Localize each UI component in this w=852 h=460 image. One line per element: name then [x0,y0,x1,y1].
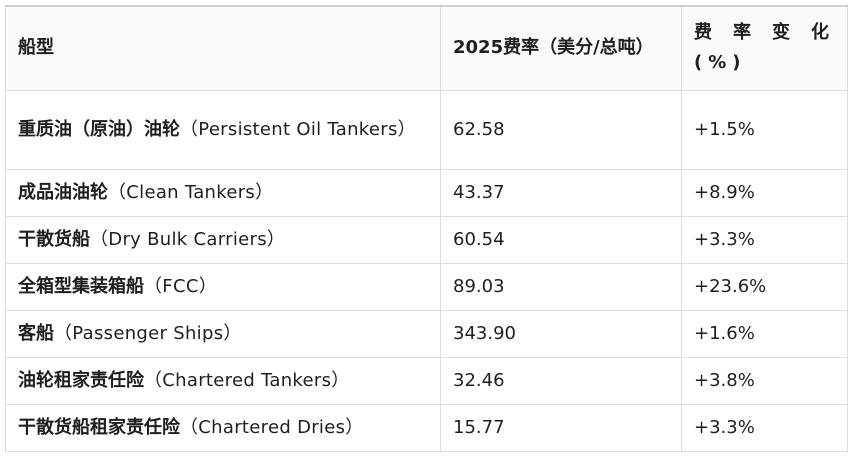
ship-type-english: （FCC） [144,275,217,297]
table-row: 油轮租家责任险（Chartered Tankers） 32.46 +3.8% [5,356,848,405]
table-row: 干散货船租家责任险（Chartered Dries） 15.77 +3.3% [5,403,848,452]
ship-type-name: 油轮租家责任险 [18,369,144,391]
rate-cell: 343.90 [440,309,682,358]
table-row: 成品油油轮（Clean Tankers） 43.37 +8.9% [5,168,848,217]
change-cell: +1.6% [681,309,848,358]
header-row: 船型 2025费率（美分/总吨） 费率变化(%) [5,5,848,91]
table-row: 客船（Passenger Ships） 343.90 +1.6% [5,309,848,358]
table-row: 干散货船（Dry Bulk Carriers） 60.54 +3.3% [5,215,848,264]
ship-type-name: 干散货船租家责任险 [18,416,180,438]
ship-type-name: 干散货船 [18,228,90,250]
rate-cell: 62.58 [440,89,682,170]
ship-type-english: （Clean Tankers） [108,181,274,203]
ship-type-english: （Chartered Tankers） [144,369,350,391]
ship-type-name: 全箱型集装箱船 [18,275,144,297]
rate-cell: 60.54 [440,215,682,264]
rate-cell: 43.37 [440,168,682,217]
change-cell: +3.3% [681,215,848,264]
rate-table: 船型 2025费率（美分/总吨） 费率变化(%) 重质油（原油）油轮（Persi… [5,5,848,452]
ship-type-cell: 成品油油轮（Clean Tankers） [5,168,441,217]
table-body: 重质油（原油）油轮（Persistent Oil Tankers） 62.58 +1… [5,89,848,452]
ship-type-name: 重质油（原油）油轮 [18,118,180,140]
rate-cell: 89.03 [440,262,682,311]
ship-type-cell: 干散货船租家责任险（Chartered Dries） [5,403,441,452]
ship-type-cell: 重质油（原油）油轮（Persistent Oil Tankers） [5,89,441,170]
header-cell: 船型 [5,5,441,91]
table-row: 重质油（原油）油轮（Persistent Oil Tankers） 62.58 +1… [5,89,848,170]
change-cell: +3.3% [681,403,848,452]
change-cell: +8.9% [681,168,848,217]
ship-type-cell: 全箱型集装箱船（FCC） [5,262,441,311]
ship-type-english: （Passenger Ships） [54,322,242,344]
change-cell: +1.5% [681,89,848,170]
ship-type-name: 成品油油轮 [18,181,108,203]
change-cell: +23.6% [681,262,848,311]
ship-type-english: （Persistent Oil Tankers） [180,118,416,140]
header-cell: 2025费率（美分/总吨） [440,5,682,91]
ship-type-english: （Chartered Dries） [180,416,364,438]
table-row: 全箱型集装箱船（FCC） 89.03 +23.6% [5,262,848,311]
ship-type-cell: 油轮租家责任险（Chartered Tankers） [5,356,441,405]
rate-cell: 15.77 [440,403,682,452]
ship-type-name: 客船 [18,322,54,344]
rate-cell: 32.46 [440,356,682,405]
ship-type-english: （Dry Bulk Carriers） [90,228,286,250]
header-cell: 费率变化(%) [681,5,848,91]
change-cell: +3.8% [681,356,848,405]
ship-type-cell: 客船（Passenger Ships） [5,309,441,358]
ship-type-cell: 干散货船（Dry Bulk Carriers） [5,215,441,264]
